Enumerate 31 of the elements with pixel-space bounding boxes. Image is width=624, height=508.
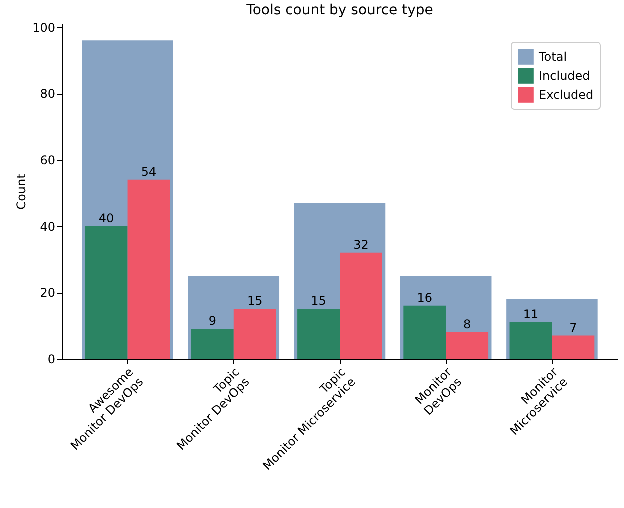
y-tick-label: 60 (40, 153, 56, 168)
bar (128, 180, 170, 359)
y-tick-label: 40 (40, 220, 56, 234)
legend-label: Excluded (539, 88, 594, 102)
bar (298, 309, 340, 359)
data-label: 11 (523, 308, 539, 322)
y-axis-title: Count (14, 174, 29, 210)
data-label: 8 (464, 317, 472, 332)
data-label: 54 (141, 164, 157, 179)
bar (404, 306, 446, 359)
bar (552, 336, 595, 359)
y-tick-label: 80 (40, 87, 56, 102)
data-label: 32 (354, 238, 369, 252)
y-tick-label: 0 (48, 352, 56, 366)
data-label: 9 (208, 314, 216, 328)
y-tick-label: 20 (40, 286, 56, 300)
bar (234, 309, 276, 359)
bar (446, 332, 489, 359)
bar (191, 329, 234, 359)
chart-title: Tools count by source type (246, 2, 434, 18)
legend-label: Included (539, 69, 590, 83)
bar (340, 252, 382, 359)
legend-label: Total (538, 50, 568, 64)
data-label: 16 (417, 290, 433, 305)
bar (85, 226, 128, 359)
data-label: 7 (570, 320, 578, 335)
bar (510, 322, 552, 359)
y-tick-label: 100 (32, 20, 56, 35)
data-label: 15 (247, 294, 263, 308)
data-label: 40 (98, 211, 114, 226)
data-label: 15 (311, 294, 326, 308)
